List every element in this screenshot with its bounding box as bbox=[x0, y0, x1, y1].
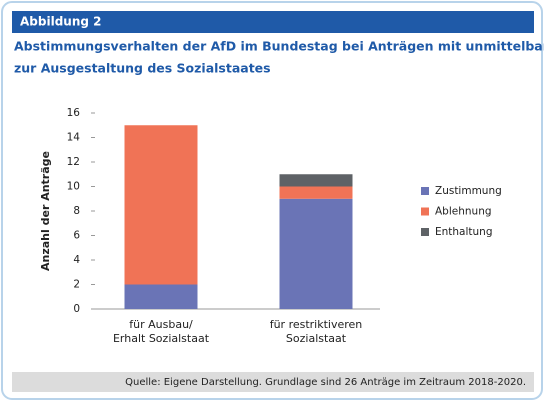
header: Abbildung 2 bbox=[20, 15, 102, 29]
x-tick-label: für Ausbau/ bbox=[129, 318, 193, 331]
y-tick-label: 6 bbox=[73, 230, 80, 242]
x-tick-label: für restriktiveren bbox=[270, 318, 363, 331]
x-tick-label: Erhalt Sozialstaat bbox=[113, 332, 210, 345]
y-tick-label: 16 bbox=[67, 107, 81, 119]
title-line: zur Ausgestaltung des Sozialstaates bbox=[14, 61, 271, 76]
y-tick-label: 0 bbox=[73, 303, 80, 315]
source: Quelle: Eigene Darstellung. Grundlage si… bbox=[125, 377, 526, 388]
bar-segment bbox=[279, 186, 353, 199]
legend-swatch bbox=[421, 228, 429, 236]
y-tick-label: 8 bbox=[73, 205, 80, 217]
y-axis-label: Anzahl der Anträge bbox=[39, 151, 52, 271]
bar-segment bbox=[279, 174, 353, 187]
title-line: Abstimmungsverhalten der AfD im Bundesta… bbox=[14, 39, 544, 54]
y-tick-label: 14 bbox=[67, 132, 81, 144]
footer-bar bbox=[12, 372, 534, 392]
legend-label: Zustimmung bbox=[435, 185, 502, 197]
header-bar bbox=[12, 11, 534, 33]
bar-segment bbox=[124, 284, 198, 309]
y-tick-label: 2 bbox=[73, 279, 80, 291]
y-tick-label: 12 bbox=[67, 156, 80, 168]
legend-swatch bbox=[421, 207, 429, 216]
legend-label: Ablehnung bbox=[435, 206, 492, 218]
legend-label: Enthaltung bbox=[435, 226, 493, 238]
bar-segment bbox=[279, 198, 353, 309]
y-tick-label: 4 bbox=[73, 254, 80, 266]
y-tick-label: 10 bbox=[67, 181, 80, 193]
bar-segment bbox=[124, 125, 198, 285]
legend-swatch bbox=[421, 187, 429, 195]
x-tick-label: Sozialstaat bbox=[286, 332, 347, 345]
